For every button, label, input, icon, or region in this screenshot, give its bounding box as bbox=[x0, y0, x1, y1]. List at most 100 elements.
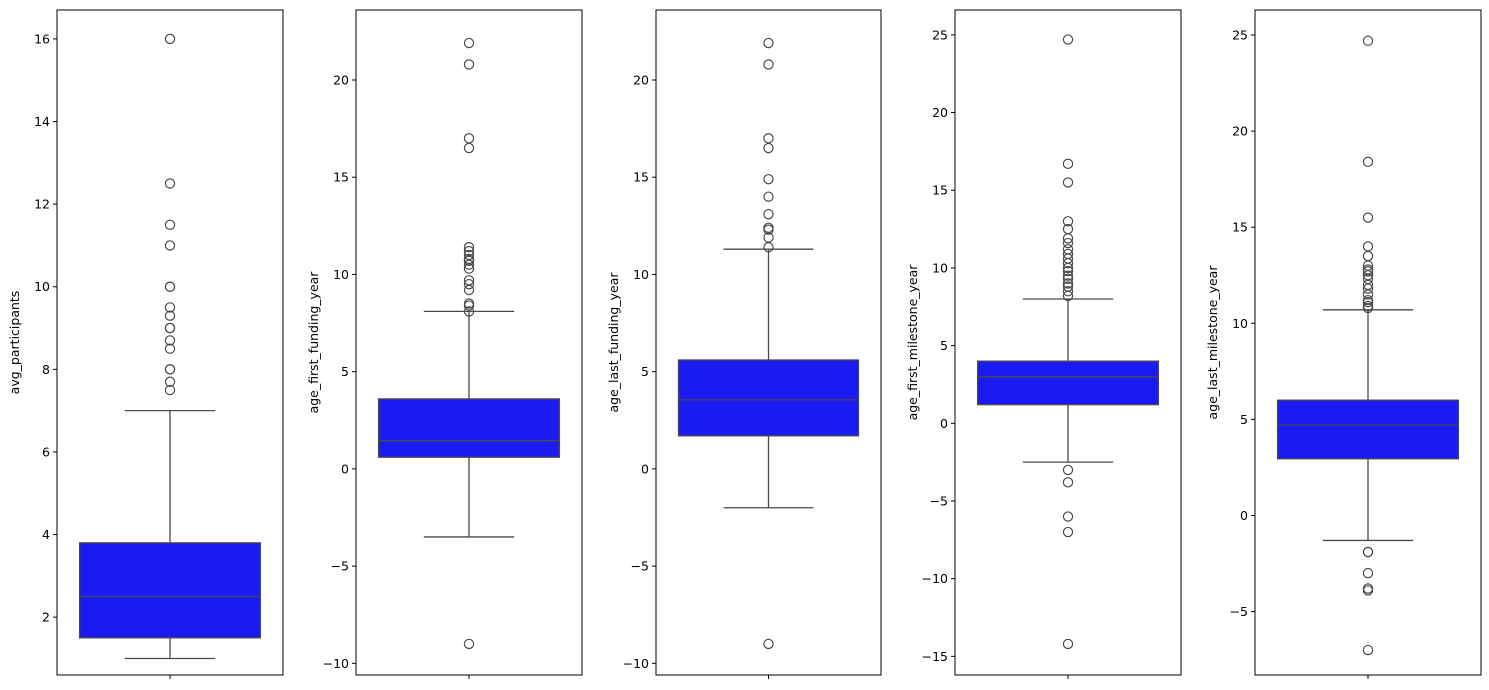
outlier-point bbox=[1362, 567, 1374, 579]
outlier-point bbox=[164, 240, 176, 251]
outlier-point bbox=[1062, 278, 1074, 289]
y-tick-label: 5 bbox=[940, 338, 948, 353]
y-tick-label: 15 bbox=[1232, 220, 1248, 235]
outlier-point bbox=[164, 364, 176, 375]
outlier-point bbox=[763, 191, 774, 202]
outlier-point bbox=[463, 249, 475, 261]
outlier-point bbox=[763, 222, 774, 233]
y-tick-label: 20 bbox=[932, 105, 948, 120]
outlier-point bbox=[1362, 583, 1374, 594]
y-tick-label: 10 bbox=[1232, 316, 1248, 331]
outlier-point bbox=[1362, 156, 1374, 168]
outlier-point bbox=[1062, 477, 1074, 488]
y-tick-label: 4 bbox=[42, 527, 50, 542]
outlier-point bbox=[463, 275, 475, 286]
iqr-box bbox=[976, 360, 1160, 406]
y-tick-label: −5 bbox=[331, 559, 349, 574]
outlier-point bbox=[763, 638, 774, 650]
iqr-box bbox=[377, 398, 561, 458]
outlier-point bbox=[1062, 34, 1074, 45]
boxplot-panel-3: −10 −5 0 5 10 15 20 age_last_funding_year bbox=[606, 9, 882, 679]
outlier-point bbox=[1362, 35, 1374, 46]
y-tick-label: 5 bbox=[341, 364, 349, 379]
outlier-point bbox=[1362, 212, 1374, 223]
outlier-point bbox=[463, 37, 475, 49]
y-tick-label: 20 bbox=[333, 73, 349, 88]
y-tick-label: −5 bbox=[631, 559, 649, 574]
outlier-point bbox=[763, 142, 774, 154]
outlier-point bbox=[1062, 244, 1074, 255]
outlier-point bbox=[1062, 216, 1074, 227]
y-axis-label: avg_participants bbox=[7, 291, 22, 395]
outlier-point bbox=[1362, 546, 1374, 558]
y-axis-label: age_first_milestone_year bbox=[905, 264, 920, 421]
outlier-point bbox=[463, 298, 475, 309]
outlier-point bbox=[1062, 270, 1074, 281]
y-axis-label: age_last_funding_year bbox=[606, 272, 621, 413]
y-tick-label: −10 bbox=[922, 571, 948, 586]
y-tick-label: 6 bbox=[42, 444, 50, 459]
outlier-point bbox=[1062, 158, 1074, 170]
boxplot-panel-2: −10 −5 0 5 10 15 20 age_first_funding_year bbox=[306, 9, 583, 679]
y-tick-label: 25 bbox=[932, 27, 948, 42]
outlier-point bbox=[463, 306, 475, 317]
y-tick-label: −10 bbox=[623, 656, 649, 671]
outlier-point bbox=[463, 242, 475, 253]
outlier-point bbox=[463, 278, 475, 290]
outlier-point bbox=[1362, 250, 1374, 262]
outlier-point bbox=[164, 178, 176, 189]
y-axis-label: age_first_funding_year bbox=[306, 271, 321, 414]
y-axis-label: age_last_milestone_year bbox=[1205, 265, 1220, 420]
y-tick-label: 0 bbox=[641, 461, 649, 476]
outlier-point bbox=[1062, 526, 1074, 538]
y-tick-label: 14 bbox=[34, 114, 50, 129]
y-tick-label: 15 bbox=[932, 183, 948, 198]
boxplot-panel-4: −15 −10 −5 0 5 10 15 20 25 age_first_milestone_ye… bbox=[905, 9, 1182, 679]
outlier-point bbox=[164, 384, 176, 396]
outlier-point bbox=[763, 208, 774, 220]
y-tick-label: 15 bbox=[333, 170, 349, 185]
y-tick-label: 0 bbox=[341, 461, 349, 476]
outlier-point bbox=[164, 376, 176, 387]
outlier-point bbox=[164, 302, 176, 313]
outlier-point bbox=[1362, 241, 1374, 252]
y-tick-label: 10 bbox=[633, 267, 649, 282]
boxplot-panel-1: 2 4 6 8 10 12 14 16 avg_participants bbox=[7, 9, 284, 679]
outlier-point bbox=[164, 310, 176, 321]
outlier-point bbox=[463, 638, 475, 650]
outlier-point bbox=[1062, 248, 1074, 260]
outlier-point bbox=[1362, 264, 1374, 275]
y-tick-label: 2 bbox=[42, 610, 50, 625]
outlier-point bbox=[1062, 286, 1074, 297]
outlier-point bbox=[763, 59, 774, 70]
y-tick-label: 20 bbox=[1232, 124, 1248, 139]
outlier-point bbox=[463, 253, 475, 265]
outlier-point bbox=[1062, 273, 1074, 284]
outlier-point bbox=[1062, 511, 1074, 522]
outlier-point bbox=[463, 142, 475, 154]
y-tick-label: 5 bbox=[641, 364, 649, 379]
outlier-point bbox=[763, 37, 774, 49]
y-tick-label: −5 bbox=[930, 493, 948, 508]
outlier-point bbox=[1362, 295, 1374, 306]
outlier-point bbox=[463, 245, 475, 257]
outlier-point bbox=[763, 173, 774, 185]
outlier-point bbox=[164, 322, 176, 334]
y-tick-label: 16 bbox=[34, 31, 50, 46]
y-tick-label: 12 bbox=[34, 197, 50, 212]
y-tick-label: 25 bbox=[1232, 27, 1248, 42]
y-tick-label: 10 bbox=[932, 260, 948, 275]
y-tick-label: 10 bbox=[333, 267, 349, 282]
outlier-point bbox=[1062, 265, 1074, 277]
y-tick-label: 8 bbox=[42, 362, 50, 377]
outlier-point bbox=[463, 133, 475, 144]
iqr-box bbox=[1276, 399, 1460, 460]
y-tick-label: 20 bbox=[633, 73, 649, 88]
iqr-box bbox=[677, 359, 860, 437]
outlier-point bbox=[1062, 464, 1074, 476]
outlier-point bbox=[164, 33, 176, 45]
outlier-point bbox=[1362, 644, 1374, 656]
outlier-point bbox=[1062, 223, 1074, 235]
outlier-point bbox=[1062, 638, 1074, 650]
